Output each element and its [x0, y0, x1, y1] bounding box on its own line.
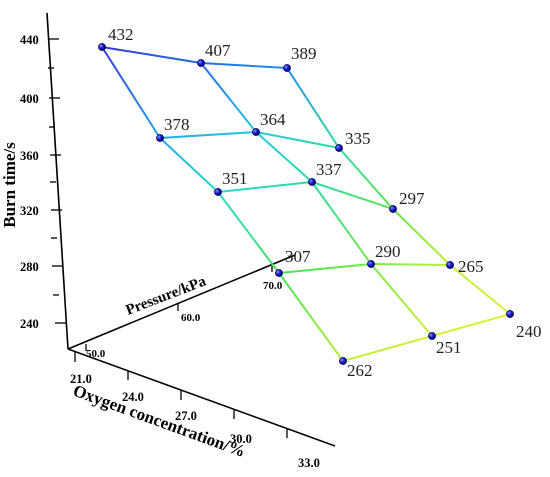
mesh-edge — [101, 46, 161, 139]
z-axis-line — [46, 12, 69, 350]
data-label: 290 — [375, 242, 401, 261]
data-point — [308, 178, 316, 186]
data-point — [506, 310, 514, 318]
mesh-edge — [370, 263, 451, 266]
data-label: 364 — [260, 110, 286, 129]
mesh-edge — [338, 147, 394, 210]
data-label: 262 — [347, 361, 373, 380]
mesh-edge — [159, 137, 219, 193]
mesh-edge — [217, 191, 280, 274]
data-label: 297 — [399, 189, 425, 208]
mesh-edge — [101, 46, 202, 64]
data-label: 265 — [458, 257, 484, 276]
pressure-axis-line — [67, 254, 296, 350]
data-point — [335, 144, 343, 152]
y-tick-label: 50.0 — [86, 348, 106, 360]
mesh-edge — [342, 335, 433, 362]
mesh-edge — [255, 131, 313, 183]
mesh-edge — [200, 62, 257, 133]
data-point — [214, 188, 222, 196]
y-tick-label: 70.0 — [263, 280, 283, 292]
data-point — [252, 128, 260, 136]
mesh-edge — [392, 208, 451, 266]
mesh-edge — [217, 181, 313, 193]
mesh-edge — [278, 272, 344, 362]
x-tick-label: 27.0 — [175, 409, 197, 423]
data-label: 240 — [516, 322, 542, 341]
x-tick-label: 33.0 — [298, 456, 320, 470]
data-label: 432 — [108, 25, 134, 44]
z-tick-label: 440 — [20, 33, 39, 47]
mesh-edge — [200, 62, 288, 69]
data-label: 378 — [164, 115, 190, 134]
axes — [46, 12, 336, 447]
data-point — [428, 332, 436, 340]
data-point — [283, 64, 291, 72]
data-label: 389 — [291, 44, 317, 63]
data-point — [446, 261, 454, 269]
x-tick-label: 24.0 — [122, 390, 144, 404]
z-tick-label: 360 — [20, 149, 39, 163]
x-axis-title: Oxygen concentration/% — [71, 381, 248, 461]
mesh-edge — [255, 131, 340, 149]
data-point — [197, 59, 205, 67]
oxygen-axis-ticks: 21.0 24.0 27.0 30.0 33.0 Oxygen concentr… — [70, 352, 320, 470]
data-point — [339, 357, 347, 365]
z-axis-title: Burn time/s — [0, 142, 19, 228]
surface-mesh — [101, 46, 511, 362]
z-tick-label: 400 — [20, 92, 39, 106]
z-axis-ticks: 240 280 320 360 400 440 Burn time/s — [0, 33, 66, 331]
data-label: 307 — [285, 247, 311, 266]
x-tick-label: 21.0 — [70, 372, 92, 386]
z-tick-label: 320 — [20, 204, 39, 218]
data-label: 407 — [205, 41, 231, 60]
data-point — [367, 260, 375, 268]
x-tick-label: 30.0 — [230, 432, 252, 446]
mesh-edge — [286, 67, 340, 149]
mesh-edge — [159, 131, 257, 139]
y-tick-label: 60.0 — [181, 312, 201, 324]
z-tick-label: 240 — [20, 317, 39, 331]
mesh-edge — [370, 263, 433, 337]
mesh-edge — [311, 181, 372, 265]
data-label: 251 — [436, 338, 462, 357]
pressure-axis-ticks: 50.0 60.0 70.0 Pressure/kPa — [85, 266, 283, 360]
mesh-edge — [449, 264, 511, 315]
data-label: 351 — [222, 169, 248, 188]
data-point — [389, 205, 397, 213]
data-point — [275, 269, 283, 277]
data-points — [98, 43, 514, 365]
data-label: 337 — [316, 160, 342, 179]
data-point — [98, 43, 106, 51]
oxygen-axis-line — [67, 348, 336, 447]
mesh-edge — [431, 313, 511, 337]
mesh-edge — [278, 263, 372, 274]
mesh-edge — [311, 181, 394, 210]
data-labels: 432 407 389 378 364 335 351 337 297 307 290 265 262 2… — [108, 25, 542, 380]
data-label: 335 — [345, 129, 371, 148]
data-point — [156, 134, 164, 142]
z-tick-label: 280 — [20, 260, 39, 274]
